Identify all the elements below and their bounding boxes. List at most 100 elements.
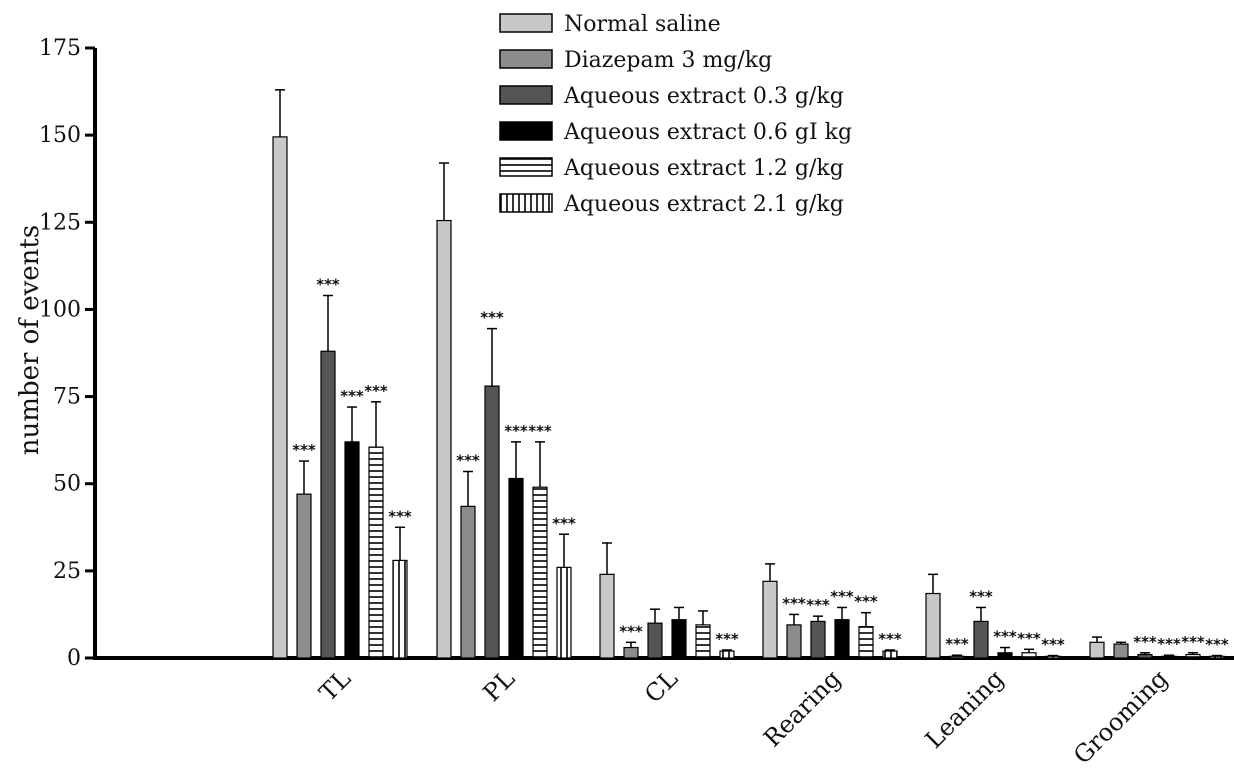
legend-item: Diazepam 3 mg/kg xyxy=(499,48,772,73)
x-category-label: Grooming xyxy=(1068,664,1173,769)
bar xyxy=(623,646,639,659)
legend-swatch xyxy=(499,13,553,33)
bar xyxy=(296,493,312,659)
bar-group-rearing: *** *** *** ****** xyxy=(762,563,902,659)
significance-marker: *** xyxy=(1181,633,1205,651)
legend-label: Aqueous extract 1.2 g/kg xyxy=(563,156,844,181)
x-category-label: Leaning xyxy=(920,664,1009,753)
bar-group-leaning: ********* *** *** xyxy=(925,573,1065,659)
bar xyxy=(599,573,615,659)
bar xyxy=(949,655,965,659)
bar xyxy=(762,580,778,659)
bar xyxy=(973,620,989,659)
y-tick-label: 75 xyxy=(53,385,81,410)
bar xyxy=(1113,643,1129,659)
y-axis-title: number of events xyxy=(15,225,45,455)
bar xyxy=(460,505,476,659)
bar xyxy=(368,446,384,659)
significance-marker: *** xyxy=(552,514,576,532)
bars-layer: ********* *************** ********* ****** *… xyxy=(272,89,1229,659)
legend-item: Aqueous extract 0.3 g/kg xyxy=(499,84,844,109)
bar xyxy=(1209,655,1225,659)
y-tick-label: 50 xyxy=(53,472,81,497)
legend-swatch xyxy=(499,49,553,69)
x-category-label: Rearing xyxy=(758,664,846,752)
significance-marker: *** xyxy=(969,587,993,605)
bar xyxy=(1137,653,1153,659)
significance-marker: *** xyxy=(878,630,902,648)
x-category-label: PL xyxy=(478,664,521,707)
bar xyxy=(556,566,572,659)
bar xyxy=(1185,653,1201,659)
legend-label: Normal saline xyxy=(564,12,721,37)
significance-marker: *** xyxy=(528,422,552,440)
significance-marker: *** xyxy=(782,594,806,612)
legend-swatch xyxy=(499,85,553,105)
bar xyxy=(344,441,360,659)
bar xyxy=(719,650,735,659)
bar xyxy=(1089,641,1105,659)
bar xyxy=(810,620,826,659)
significance-marker: *** xyxy=(316,275,340,293)
significance-marker: *** xyxy=(945,635,969,653)
bar xyxy=(786,624,802,659)
significance-marker: *** xyxy=(1017,629,1041,647)
bar xyxy=(532,486,548,659)
significance-marker: *** xyxy=(1041,636,1065,654)
bar xyxy=(320,350,336,659)
bar xyxy=(436,219,452,659)
x-category-label: CL xyxy=(639,664,683,708)
bar xyxy=(997,652,1013,659)
significance-marker: *** xyxy=(1133,633,1157,651)
bar xyxy=(484,385,500,659)
bar xyxy=(647,622,663,659)
bar xyxy=(671,619,687,659)
significance-marker: *** xyxy=(504,422,528,440)
y-tick-label: 100 xyxy=(39,297,81,322)
legend-label: Aqueous extract 0.3 g/kg xyxy=(563,84,844,109)
bar xyxy=(392,559,408,659)
bar-group-cl: *** *** xyxy=(599,542,739,659)
legend-label: Aqueous extract 0.6 gI kg xyxy=(563,120,852,145)
significance-marker: *** xyxy=(993,628,1017,646)
bar xyxy=(882,650,898,659)
significance-marker: *** xyxy=(292,441,316,459)
significance-marker: *** xyxy=(619,622,643,640)
bar xyxy=(1045,655,1061,659)
bar xyxy=(858,626,874,659)
x-category-label: TL xyxy=(314,664,356,706)
significance-marker: *** xyxy=(830,587,854,605)
significance-marker: *** xyxy=(364,382,388,400)
bar xyxy=(695,624,711,659)
legend-item: Aqueous extract 0.6 gI kg xyxy=(499,120,852,145)
legend-swatch xyxy=(499,157,553,177)
legend-item: Normal saline xyxy=(499,12,721,37)
legend-swatch xyxy=(499,193,553,213)
axes-layer: 0 25 50 75 100 125 150 175 TL PL CL Rearing Leaning G… xyxy=(39,36,1234,770)
bar xyxy=(925,592,941,659)
bar xyxy=(508,477,524,659)
bar xyxy=(272,136,288,659)
significance-marker: *** xyxy=(806,596,830,614)
legend-label: Aqueous extract 2.1 g/kg xyxy=(563,192,844,217)
y-tick-label: 150 xyxy=(39,123,81,148)
significance-marker: *** xyxy=(854,593,878,611)
significance-marker: *** xyxy=(340,387,364,405)
significance-marker: *** xyxy=(388,507,412,525)
legend-item: Aqueous extract 1.2 g/kg xyxy=(499,156,844,181)
bar-group-grooming: *** *** *** *** xyxy=(1089,633,1229,659)
significance-marker: *** xyxy=(1157,635,1181,653)
significance-marker: *** xyxy=(1205,636,1229,654)
significance-marker: *** xyxy=(480,309,504,327)
legend-item: Aqueous extract 2.1 g/kg xyxy=(499,192,844,217)
bar xyxy=(834,619,850,659)
y-tick-label: 25 xyxy=(53,559,81,584)
legend-label: Diazepam 3 mg/kg xyxy=(564,48,772,73)
bar-group-pl: ********* ****** xyxy=(436,162,576,659)
bar xyxy=(1161,655,1177,659)
significance-marker: *** xyxy=(715,630,739,648)
significance-marker: *** xyxy=(456,452,480,470)
legend: Normal saline Diazepam 3 mg/kg Aqueous ext… xyxy=(499,12,852,217)
